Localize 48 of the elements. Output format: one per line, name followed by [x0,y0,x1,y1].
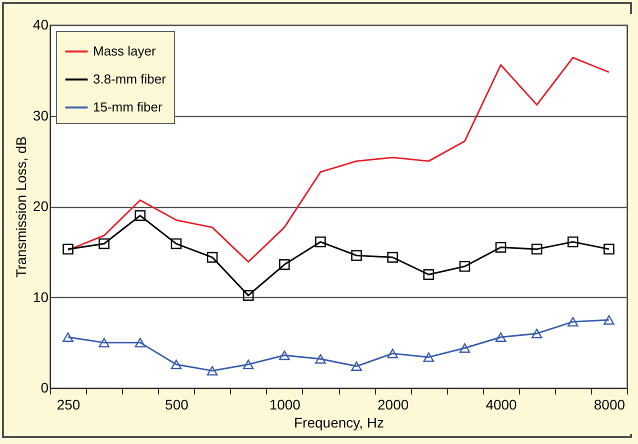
x-tick-label: 2000 [378,396,409,412]
point [423,269,434,280]
point [170,360,182,370]
point [387,348,398,358]
point [351,250,362,261]
point [423,352,434,362]
legend-label: 15-mm fiber [93,100,164,114]
y-tick-label: 10 [32,288,49,305]
point [531,244,542,255]
y-tick-label: 20 [32,198,49,214]
x-tick-label: 500 [165,396,189,412]
point [242,290,254,301]
x-axis-title: Frequency, Hz [294,414,384,430]
point [315,236,326,248]
y-tick-label: 30 [32,107,49,124]
point [242,360,254,370]
point [459,261,470,272]
point [279,259,290,270]
point [134,338,146,348]
point [206,366,218,376]
y-axis-title: Transmission Loss, dB [12,136,29,278]
point [604,315,614,325]
point [62,244,74,255]
point [206,252,218,263]
y-tick-label: 40 [32,16,49,32]
x-tick-label: 4000 [486,396,518,412]
point [531,328,542,338]
legend-label: 3.8-mm fiber [93,72,167,86]
point [279,350,290,360]
point [98,238,110,250]
y-tick-label: 0 [40,380,49,396]
x-tick-label: 250 [56,396,80,412]
point [315,354,326,364]
point [62,332,74,342]
point [134,210,146,221]
point [459,343,470,353]
point [170,238,182,250]
legend-label: Mass layer [93,44,157,58]
point [568,236,578,248]
point [98,338,110,348]
x-tick-label: 8000 [594,396,626,412]
x-tick-label: 1000 [269,396,301,412]
point [568,316,578,327]
point [495,332,506,342]
point [604,244,614,255]
point [495,242,506,253]
point [351,361,362,371]
point [387,252,398,263]
